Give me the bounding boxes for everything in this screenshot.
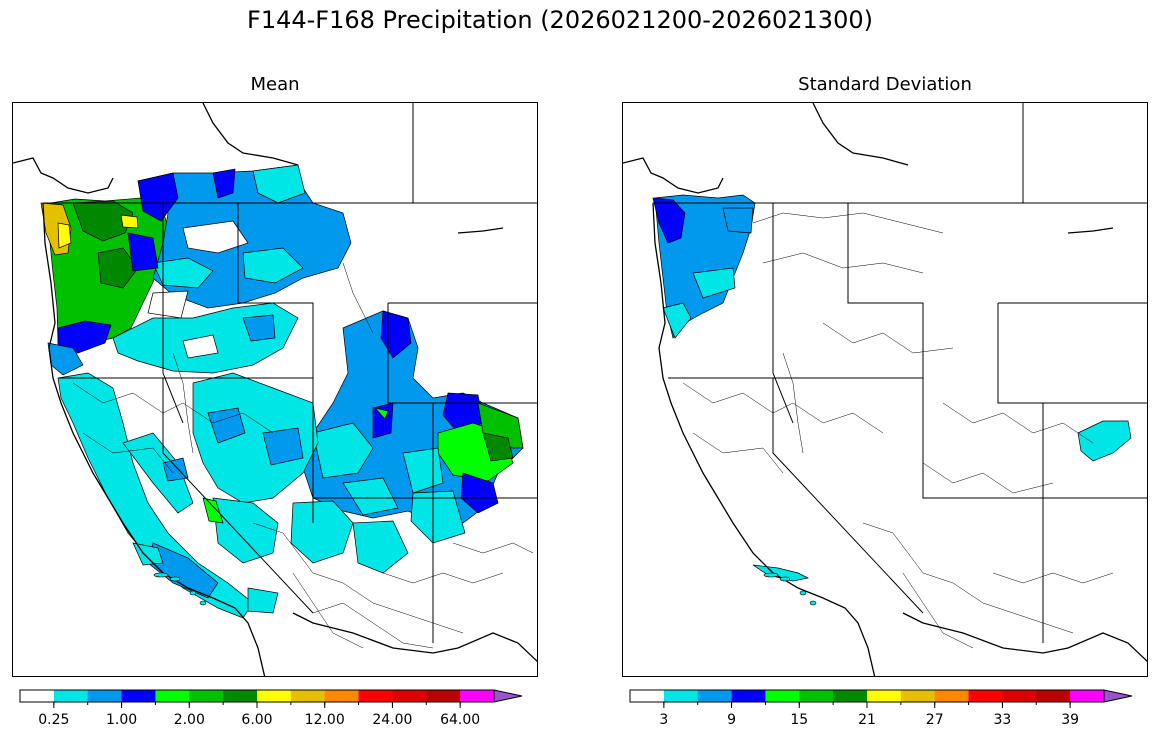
std-map-canvas bbox=[623, 103, 1147, 676]
std-state-borders bbox=[653, 103, 1147, 643]
std-basin-outlines bbox=[682, 212, 1114, 649]
std-colorbar-segment bbox=[1070, 690, 1105, 702]
std-colorbar-tick-label: 15 bbox=[790, 712, 808, 728]
std-colorbar-segment bbox=[934, 690, 970, 702]
std-colorbar-tick-label: 9 bbox=[727, 712, 736, 728]
mean-colorbar-tick-label: 12.00 bbox=[305, 712, 345, 728]
std-colorbar-tick-label: 33 bbox=[994, 712, 1012, 728]
std-panel-title: Standard Deviation bbox=[798, 74, 972, 95]
std-colorbar-svg: 3 9 15 21 27 33 39 bbox=[629, 689, 1133, 728]
mean-coastline bbox=[13, 103, 537, 676]
mean-colorbar-tick-label: 0.25 bbox=[38, 712, 69, 728]
mean-map[interactable] bbox=[12, 102, 538, 677]
mean-colorbar: 0.25 1.00 2.00 6.00 12.00 24.00 64.00 bbox=[12, 688, 538, 734]
std-colorbar-segment bbox=[900, 690, 936, 702]
std-colorbar-segment bbox=[867, 690, 902, 702]
mean-map-canvas bbox=[13, 103, 537, 676]
std-colorbar-segment bbox=[833, 690, 868, 702]
std-colorbar-tick-label: 39 bbox=[1061, 712, 1079, 728]
mean-colorbar-segment bbox=[460, 690, 495, 702]
std-colorbar-segment bbox=[968, 690, 1003, 702]
std-colorbar-extend-arrow bbox=[1103, 689, 1133, 703]
mean-state-borders bbox=[43, 103, 537, 643]
mean-colorbar-segment bbox=[155, 690, 190, 702]
std-precip-basins bbox=[652, 194, 1132, 582]
mean-colorbar-tick-label: 64.00 bbox=[440, 712, 480, 728]
mean-colorbar-segment bbox=[324, 690, 360, 702]
mean-precip-basins bbox=[40, 164, 524, 619]
std-colorbar-segment bbox=[663, 690, 699, 702]
mean-colorbar-segment bbox=[121, 690, 156, 702]
mean-colorbar-tick-label: 2.00 bbox=[174, 712, 205, 728]
std-colorbar-segment bbox=[1002, 690, 1037, 702]
mean-colorbar-segment bbox=[189, 690, 224, 702]
mean-panel-title: Mean bbox=[250, 74, 300, 95]
mean-colorbar-segment bbox=[290, 690, 326, 702]
mean-colorbar-segment bbox=[87, 690, 123, 702]
std-colorbar-tick-label: 3 bbox=[659, 712, 668, 728]
std-colorbar-segment bbox=[697, 690, 733, 702]
std-colorbar: 3 9 15 21 27 33 39 bbox=[622, 688, 1148, 734]
mean-colorbar-segment bbox=[358, 690, 393, 702]
mean-colorbar-svg: 0.25 1.00 2.00 6.00 12.00 24.00 64.00 bbox=[19, 689, 523, 728]
std-colorbar-tick-label: 21 bbox=[858, 712, 876, 728]
mean-colorbar-extend-arrow bbox=[493, 689, 523, 703]
mean-colorbar-segment bbox=[53, 690, 89, 702]
std-colorbar-segment bbox=[630, 690, 665, 702]
std-colorbar-segment bbox=[731, 690, 766, 702]
std-colorbar-segment bbox=[765, 690, 800, 702]
mean-colorbar-segment bbox=[392, 690, 427, 702]
std-islands bbox=[763, 572, 817, 606]
std-colorbar-segment bbox=[1036, 690, 1071, 702]
std-map[interactable] bbox=[622, 102, 1148, 677]
mean-colorbar-tick-label: 24.00 bbox=[372, 712, 412, 728]
std-colorbar-tick-label: 27 bbox=[926, 712, 944, 728]
figure-title: F144-F168 Precipitation (2026021200-2026… bbox=[247, 6, 873, 34]
std-coastline bbox=[623, 103, 1147, 676]
mean-colorbar-tick-label: 6.00 bbox=[241, 712, 272, 728]
mean-colorbar-segment bbox=[20, 690, 55, 702]
mean-islands bbox=[153, 572, 207, 606]
mean-basin-outlines bbox=[72, 262, 534, 649]
mean-colorbar-segment bbox=[257, 690, 292, 702]
mean-colorbar-tick-label: 1.00 bbox=[106, 712, 137, 728]
std-colorbar-segment bbox=[799, 690, 834, 702]
mean-colorbar-segment bbox=[223, 690, 258, 702]
mean-colorbar-segment bbox=[426, 690, 461, 702]
